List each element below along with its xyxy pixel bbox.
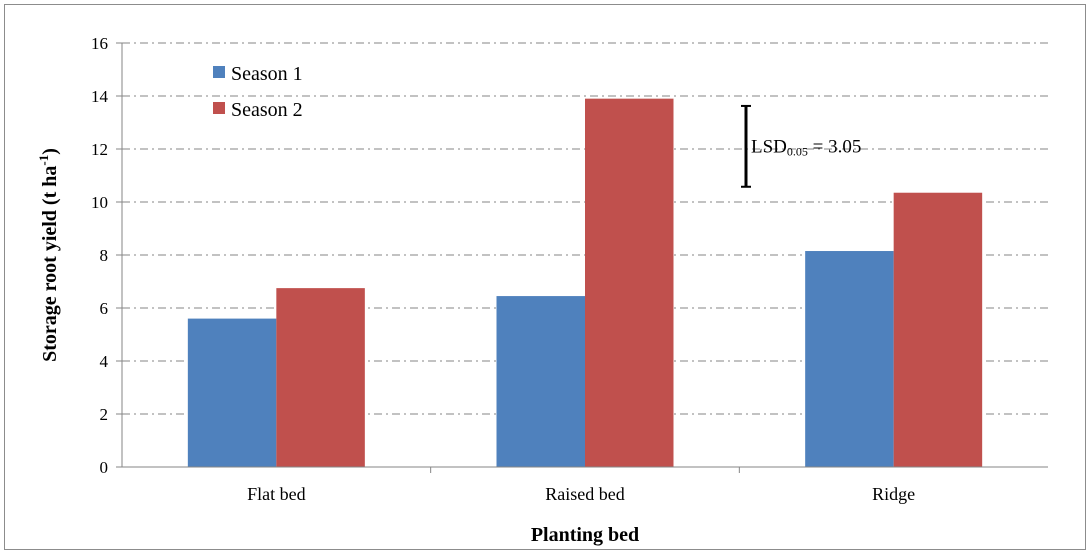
y-tick-label: 8 xyxy=(100,246,109,265)
bar-season-2 xyxy=(276,288,365,467)
y-tick-label: 0 xyxy=(100,458,109,477)
legend: Season 1 Season 2 xyxy=(213,63,303,121)
y-axis-title-superscript: -1 xyxy=(36,155,51,166)
x-category-label: Ridge xyxy=(872,484,915,504)
y-tick-label: 14 xyxy=(91,87,109,106)
bars xyxy=(187,98,983,468)
y-tick-label: 2 xyxy=(100,405,109,424)
y-tick-label: 4 xyxy=(100,352,109,371)
x-axis-categories: Flat bed Raised bed Ridge xyxy=(247,467,915,504)
bar-season-2 xyxy=(585,98,674,468)
y-tick-label: 10 xyxy=(91,193,108,212)
y-tick-label: 12 xyxy=(91,140,108,159)
y-tick-label: 6 xyxy=(100,299,109,318)
bar-season-1 xyxy=(805,251,894,467)
legend-swatch xyxy=(213,66,225,78)
y-axis-title: Storage root yield (t ha-1) xyxy=(36,148,61,362)
x-category-label: Flat bed xyxy=(247,484,306,504)
lsd-label: LSD0.05 = 3.05 xyxy=(751,136,861,158)
legend-swatch xyxy=(213,102,225,114)
x-axis-title: Planting bed xyxy=(531,524,639,546)
y-tick-label: 16 xyxy=(91,34,108,53)
bar-season-2 xyxy=(893,192,983,467)
lsd-annotation: LSD0.05 = 3.05 xyxy=(741,104,861,188)
y-axis-ticks: 0 2 4 6 8 10 12 14 16 xyxy=(91,34,122,477)
bar-season-1 xyxy=(187,318,277,467)
bar-season-1 xyxy=(496,296,585,467)
legend-label: Season 2 xyxy=(231,99,303,121)
x-category-label: Raised bed xyxy=(545,484,624,504)
legend-label: Season 1 xyxy=(231,63,303,85)
